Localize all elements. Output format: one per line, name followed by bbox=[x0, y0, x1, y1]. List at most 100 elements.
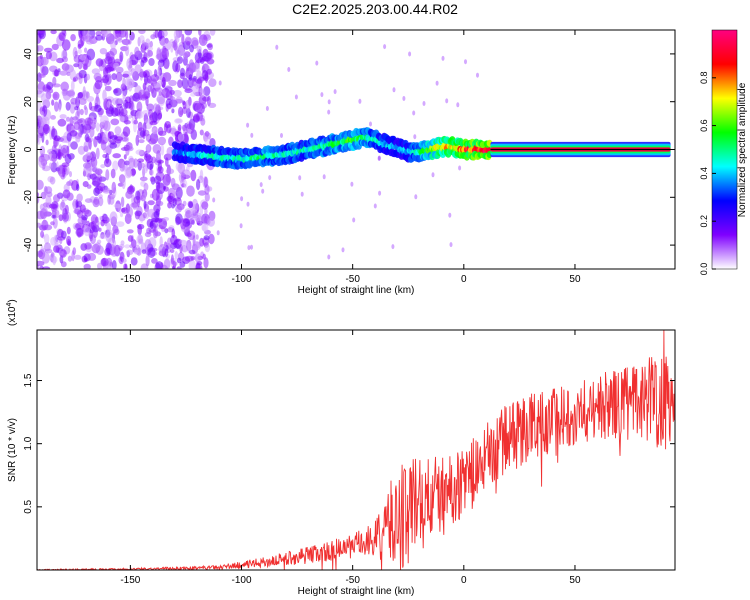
heatmap-cell bbox=[57, 118, 67, 127]
heatmap-cell bbox=[392, 87, 396, 93]
heatmap-cell bbox=[122, 126, 131, 137]
heatmap-cell bbox=[184, 131, 189, 143]
heatmap-cell bbox=[58, 103, 62, 112]
heatmap-cell bbox=[151, 188, 160, 201]
heatmap-cell bbox=[122, 258, 127, 263]
heatmap-cell bbox=[196, 45, 202, 54]
heatmap-cell bbox=[142, 122, 147, 133]
heatmap-cell bbox=[42, 266, 51, 269]
heatmap-cell bbox=[146, 227, 152, 235]
heatmap-y-label: Frequency (Hz) bbox=[7, 116, 18, 185]
heatmap-cell bbox=[377, 155, 381, 161]
heatmap-cell bbox=[106, 66, 114, 72]
heatmap-cell bbox=[201, 222, 209, 232]
heatmap-cell bbox=[113, 62, 120, 69]
snr-panel: -150 -100 -50 0 50 0.5 1.0 1.5 Height of strai… bbox=[6, 299, 676, 597]
heatmap-cell bbox=[37, 45, 44, 52]
snr-plot-area bbox=[37, 330, 675, 570]
heatmap-cell bbox=[114, 126, 122, 135]
heatmap-cell bbox=[208, 78, 217, 87]
heatmap-cell bbox=[125, 76, 133, 87]
heatmap-cell bbox=[203, 235, 210, 241]
heatmap-cell bbox=[179, 261, 186, 268]
heatmap-cell bbox=[97, 262, 103, 269]
heatmap-cell bbox=[125, 190, 133, 199]
heatmap-cell bbox=[175, 44, 179, 57]
heatmap-cell bbox=[120, 108, 128, 117]
heatmap-cell bbox=[188, 74, 193, 81]
heatmap-cell bbox=[61, 162, 70, 167]
heatmap-cell bbox=[184, 255, 194, 262]
heatmap-cell bbox=[149, 169, 154, 176]
y-tick-label: 0.5 bbox=[23, 499, 34, 513]
heatmap-cell bbox=[135, 110, 144, 119]
heatmap-cell bbox=[87, 173, 91, 181]
heatmap-cell bbox=[195, 215, 203, 224]
heatmap-cell bbox=[373, 203, 377, 209]
heatmap-cell bbox=[40, 93, 50, 103]
heatmap-cell bbox=[99, 215, 103, 221]
y-tick-label: 0 bbox=[23, 146, 34, 152]
heatmap-cell bbox=[67, 238, 71, 246]
heatmap-cell bbox=[44, 233, 50, 245]
heatmap-cell bbox=[104, 78, 108, 87]
heatmap-cell bbox=[77, 48, 82, 54]
heatmap-cell bbox=[84, 242, 92, 250]
heatmap-cell bbox=[414, 194, 418, 200]
heatmap-cell bbox=[350, 181, 354, 187]
heatmap-cell bbox=[38, 156, 47, 169]
heatmap-cell bbox=[152, 227, 158, 239]
heatmap-cell bbox=[275, 44, 279, 50]
heatmap-cell bbox=[134, 46, 140, 58]
heatmap-cell bbox=[41, 111, 45, 118]
heatmap-cell bbox=[96, 173, 103, 185]
heatmap-cell bbox=[154, 87, 163, 93]
heatmap-cell bbox=[200, 118, 206, 126]
heatmap-cell bbox=[184, 88, 193, 94]
heatmap-cell bbox=[84, 117, 93, 126]
heatmap-cell bbox=[192, 100, 202, 111]
heatmap-cell bbox=[157, 126, 164, 136]
heatmap-cell bbox=[125, 146, 134, 152]
heatmap-cell bbox=[86, 96, 95, 102]
heatmap-cell bbox=[124, 244, 130, 249]
heatmap-cell bbox=[103, 158, 112, 168]
heatmap-cell bbox=[155, 181, 161, 191]
heatmap-cell bbox=[95, 122, 100, 132]
heatmap-cell bbox=[333, 89, 337, 95]
heatmap-cell bbox=[170, 96, 176, 107]
heatmap-cell bbox=[79, 108, 84, 116]
snr-y-label: SNR (10 * v/v) bbox=[7, 418, 18, 482]
heatmap-cell bbox=[166, 195, 174, 202]
heatmap-cell bbox=[169, 89, 175, 96]
heatmap-cell bbox=[74, 254, 82, 260]
heatmap-cell bbox=[125, 44, 130, 57]
heatmap-cell bbox=[112, 160, 119, 171]
heatmap-cell bbox=[143, 200, 147, 209]
heatmap-cell bbox=[123, 136, 130, 143]
heatmap-cell bbox=[147, 247, 156, 258]
heatmap-cell bbox=[157, 159, 164, 164]
heatmap-cell bbox=[116, 221, 125, 228]
heatmap-cell bbox=[58, 250, 64, 256]
heatmap-cell bbox=[105, 265, 111, 269]
heatmap-cell bbox=[134, 211, 140, 220]
heatmap-cell bbox=[61, 39, 71, 51]
heatmap-cell bbox=[94, 80, 103, 90]
heatmap-cell bbox=[78, 69, 87, 79]
heatmap-cell bbox=[158, 30, 163, 41]
heatmap-cell bbox=[187, 242, 191, 253]
heatmap-cell bbox=[86, 48, 96, 61]
heatmap-cell bbox=[90, 156, 98, 168]
heatmap-cell bbox=[134, 64, 142, 73]
heatmap-cell bbox=[122, 73, 129, 78]
heatmap-cell bbox=[76, 183, 80, 192]
heatmap-cell bbox=[185, 99, 191, 112]
heatmap-cell bbox=[67, 89, 76, 98]
heatmap-cell bbox=[176, 266, 182, 269]
heatmap-cell bbox=[43, 224, 53, 231]
heatmap-cell bbox=[110, 40, 116, 50]
heatmap-cell bbox=[192, 39, 199, 46]
heatmap-cell bbox=[59, 201, 66, 211]
heatmap-cell bbox=[200, 89, 205, 98]
